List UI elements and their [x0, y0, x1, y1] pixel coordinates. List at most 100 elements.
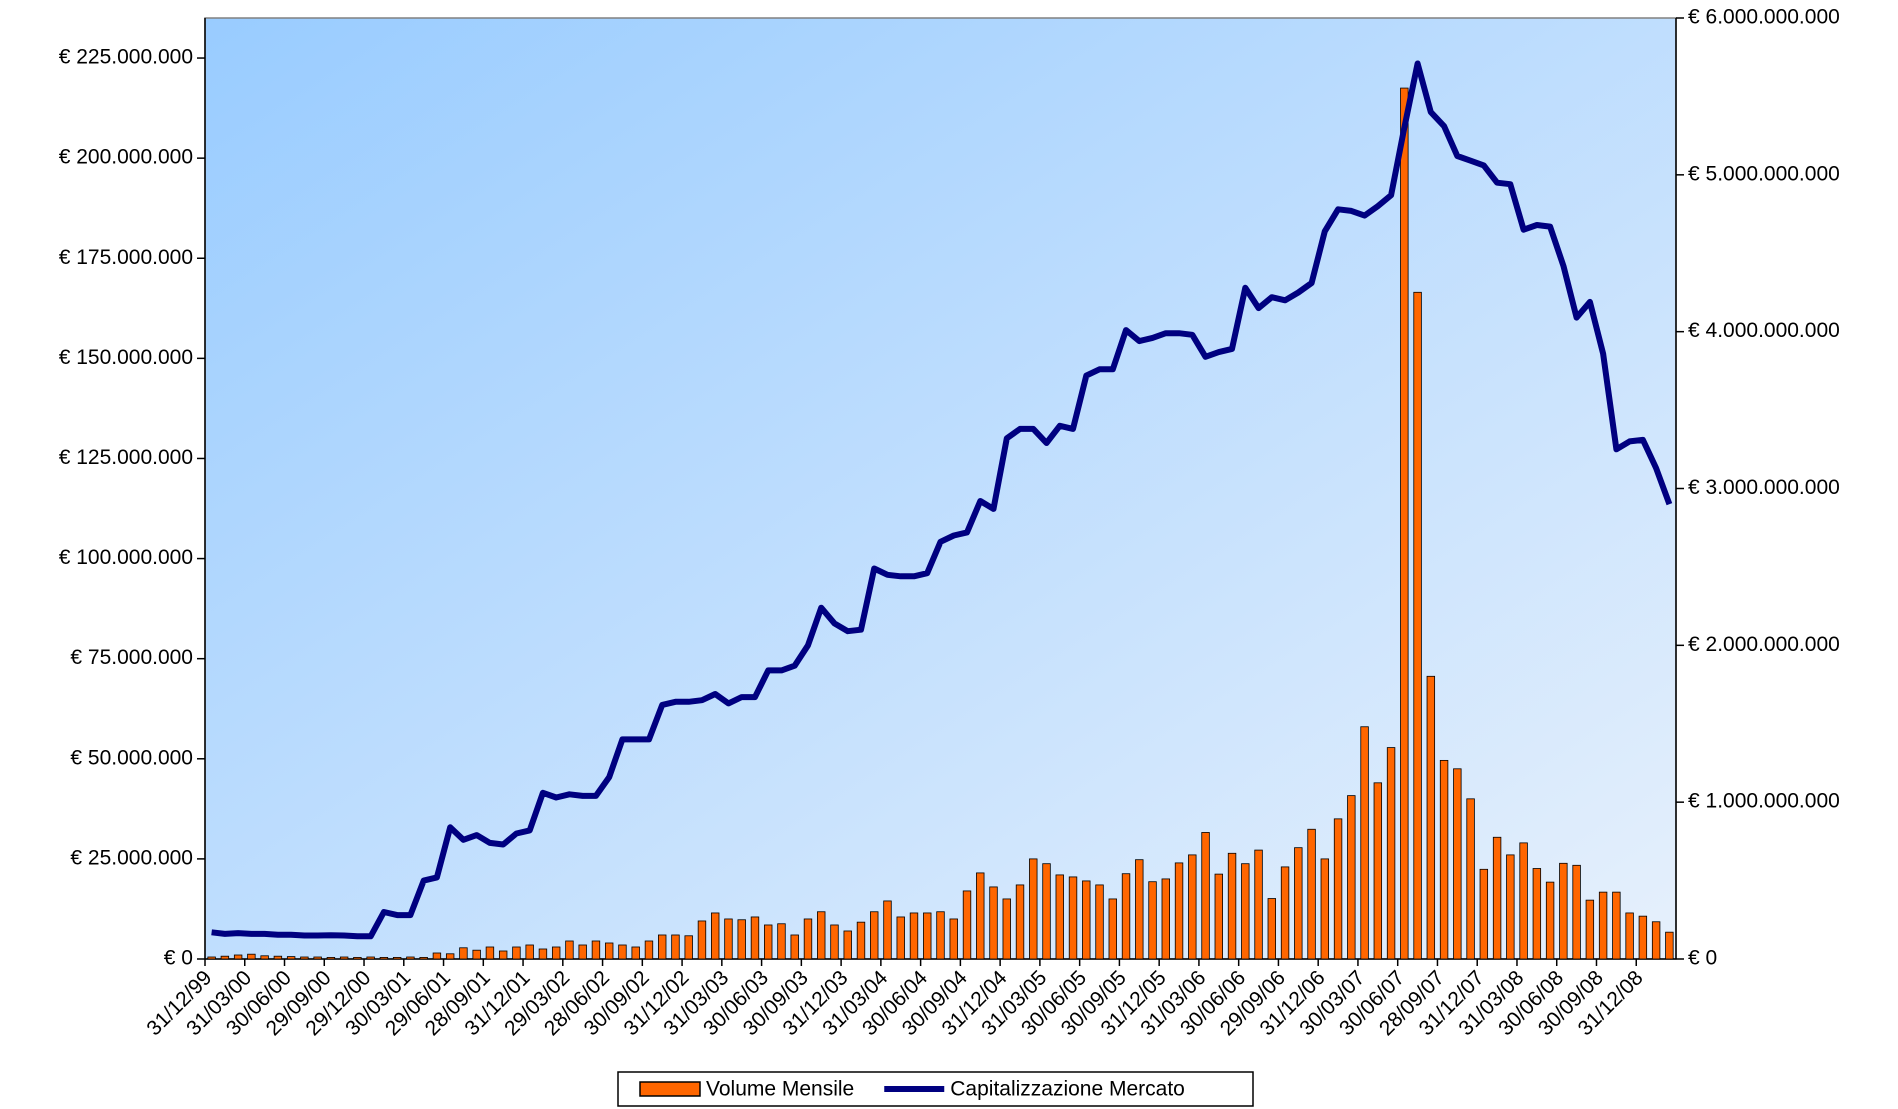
y2-tick-label: € 3.000.000.000	[1688, 476, 1840, 499]
bar	[976, 872, 985, 960]
y2-tick-label: € 5.000.000.000	[1688, 162, 1840, 185]
bar	[512, 946, 521, 960]
bar	[962, 890, 972, 960]
bar	[1625, 912, 1634, 960]
bar	[1572, 864, 1581, 960]
bar	[1386, 747, 1396, 960]
bar	[1347, 795, 1356, 960]
bar	[1651, 921, 1661, 960]
bar	[1254, 849, 1263, 960]
bar	[233, 954, 243, 960]
bar	[989, 886, 998, 960]
bar	[1267, 898, 1277, 960]
bar	[1135, 859, 1144, 960]
bar	[286, 956, 296, 960]
y-tick-label: € 100.000.000	[59, 546, 193, 569]
bar	[419, 956, 428, 960]
bar	[658, 934, 667, 960]
bar	[1029, 858, 1038, 960]
bar	[525, 944, 534, 960]
bar	[247, 953, 256, 960]
bar	[1506, 854, 1515, 960]
bar	[817, 911, 826, 960]
bar	[1638, 915, 1648, 960]
bar	[896, 916, 905, 960]
y2-tick-label: € 2.000.000.000	[1688, 633, 1840, 656]
bar	[1108, 898, 1117, 960]
bar	[936, 911, 945, 960]
bar	[1373, 782, 1383, 960]
bar	[538, 948, 548, 960]
y-tick-label: € 225.000.000	[59, 46, 193, 69]
y-tick-label: € 125.000.000	[59, 446, 193, 469]
bar	[392, 956, 402, 960]
bar	[1280, 866, 1290, 960]
bar	[1068, 876, 1078, 960]
bar	[1015, 884, 1025, 960]
bar	[1400, 87, 1409, 960]
bar	[1188, 854, 1197, 960]
bar	[485, 946, 495, 960]
bar	[1294, 847, 1303, 960]
bar	[790, 934, 799, 960]
bar	[883, 900, 892, 960]
bar	[1439, 759, 1449, 960]
y-tick-label: € 25.000.000	[70, 846, 193, 869]
bar	[207, 956, 216, 960]
bar	[565, 940, 574, 960]
bar	[909, 912, 919, 960]
bar	[711, 912, 720, 960]
bar	[1360, 726, 1369, 960]
bar	[697, 920, 707, 960]
y2-tick-label: € 0	[1688, 947, 1717, 970]
bar	[1121, 873, 1131, 960]
bar	[856, 921, 866, 960]
bar	[432, 952, 442, 960]
bar	[644, 940, 654, 960]
bar	[313, 956, 322, 960]
bar	[1002, 898, 1011, 960]
y-tick-label: € 150.000.000	[59, 346, 193, 369]
bar	[1333, 818, 1343, 960]
bar	[445, 953, 455, 960]
bar	[1241, 863, 1250, 960]
bar	[1227, 852, 1237, 960]
bar	[1466, 798, 1475, 960]
y-tick-label: € 0	[164, 947, 193, 970]
bar	[260, 955, 269, 960]
bar	[300, 956, 309, 960]
bar	[1413, 291, 1422, 960]
y2-tick-label: € 1.000.000.000	[1688, 790, 1840, 813]
bar	[750, 916, 760, 960]
bar	[604, 942, 614, 960]
bar	[1307, 828, 1316, 960]
bar	[366, 956, 375, 960]
bar	[870, 911, 879, 960]
y-tick-label: € 175.000.000	[59, 246, 193, 269]
y2-tick-label: € 6.000.000.000	[1688, 6, 1840, 29]
bar	[1161, 878, 1170, 960]
bar	[326, 956, 336, 960]
line	[211, 60, 1673, 940]
bar	[1492, 836, 1502, 960]
bar	[737, 919, 746, 960]
bar	[843, 930, 852, 960]
bar	[1055, 874, 1064, 960]
bar	[1320, 858, 1330, 960]
bar	[578, 944, 587, 960]
bar	[1545, 881, 1555, 960]
bar	[1612, 891, 1621, 960]
bar	[1559, 862, 1568, 960]
y-tick-label: € 50.000.000	[70, 746, 193, 769]
bar	[1426, 675, 1436, 960]
bar	[777, 923, 786, 960]
bar	[498, 950, 508, 960]
bar	[1174, 862, 1184, 960]
bar	[406, 956, 415, 960]
bar	[353, 956, 362, 960]
bar	[379, 956, 389, 960]
bar	[1585, 899, 1595, 960]
legend-label: Capitalizzazione Mercato	[950, 1078, 1185, 1101]
bar	[671, 934, 680, 960]
